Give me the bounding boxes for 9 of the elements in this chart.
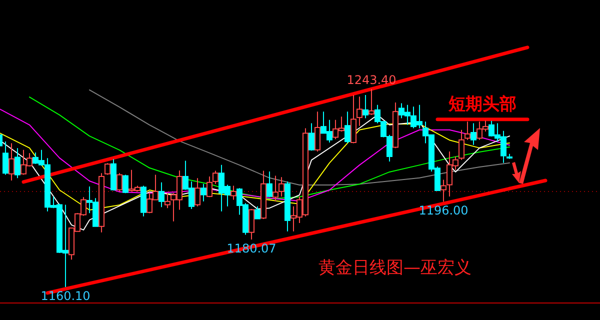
candlestick <box>98 172 104 233</box>
candlestick <box>470 122 476 146</box>
annotation: 1160.10 <box>40 289 90 303</box>
text: 黄金日线图—巫宏义 <box>318 258 472 278</box>
series-label: 短期头部 <box>448 94 516 114</box>
annotation: 1243.40 <box>346 73 396 87</box>
candlestick <box>356 96 362 126</box>
annotation: 1196.00 <box>418 204 468 218</box>
candlestick <box>230 185 236 200</box>
